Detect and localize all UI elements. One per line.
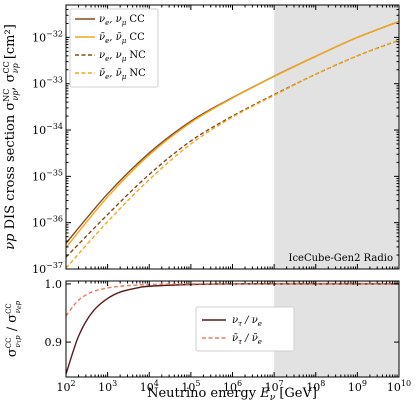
y-tick-label-top: 10−37 [32,261,63,276]
top-series-group [66,20,399,269]
y-tick-label-top: 10−32 [32,29,63,44]
y-axis-label-top: νp DIS cross section σNCνp, σCCνp [cm²] [2,24,20,250]
x-tick-label: 107 [265,379,284,394]
y-tick-label-bottom: 0.9 [45,336,63,349]
shaded-region-top [274,5,399,269]
series-line-bottom-1 [66,283,399,317]
top-plot-frame [65,4,400,270]
y-axis-label-bottom: σCCντp / σCCνep [5,300,23,357]
legend-label: νe​, νμ​ CC [99,14,145,27]
y-tick-label-top: 10−36 [32,215,63,230]
region-label: IceCube-Gen2 Radio [289,253,394,264]
legend-label: νe​, νμ​ NC [99,50,146,63]
legend-label: ν̄e​, ν̄μ​ NC [99,68,146,81]
legend-label: ντ​ / νe​ [232,315,262,328]
x-tick-label: 1010 [387,379,411,394]
bottom-series-group [66,283,399,375]
x-tick-label: 104 [140,379,159,394]
y-tick-label-top: 10−33 [32,76,63,91]
legend-label: ν̄τ​ / ν̄e​ [232,333,262,346]
y-tick-label-top: 10−34 [32,122,63,137]
series-line-bottom-0 [66,283,399,375]
legend-box-bottom [195,306,295,352]
x-tick-label: 105 [181,379,200,394]
bottom-plot-frame [65,280,400,378]
series-line-top-1 [66,20,399,249]
y-tick-label-top: 10−35 [32,168,63,183]
top-legend: νe​, νμ​ CC ν̄e​, ν̄μ​ CC νe​, νμ​ NC ν̄e​,… [69,8,159,88]
x-tick-label: 106 [223,379,242,394]
x-axis-label: Neutrino energy Eν [GeV] [147,386,317,402]
bottom-legend: ντ​ / νe​ ν̄τ​ / ν̄e​ [195,306,295,352]
series-line-top-3 [66,39,399,269]
x-tick-label: 102 [56,379,75,394]
x-tick-label: 103 [98,379,117,394]
x-tick-label: 108 [306,379,325,394]
x-tick-label: 109 [348,379,367,394]
shaded-region-bottom [274,281,399,377]
legend-box-top [69,8,159,88]
legend-label: ν̄e​, ν̄μ​ CC [99,32,145,45]
y-tick-label-bottom: 1.0 [45,278,63,291]
